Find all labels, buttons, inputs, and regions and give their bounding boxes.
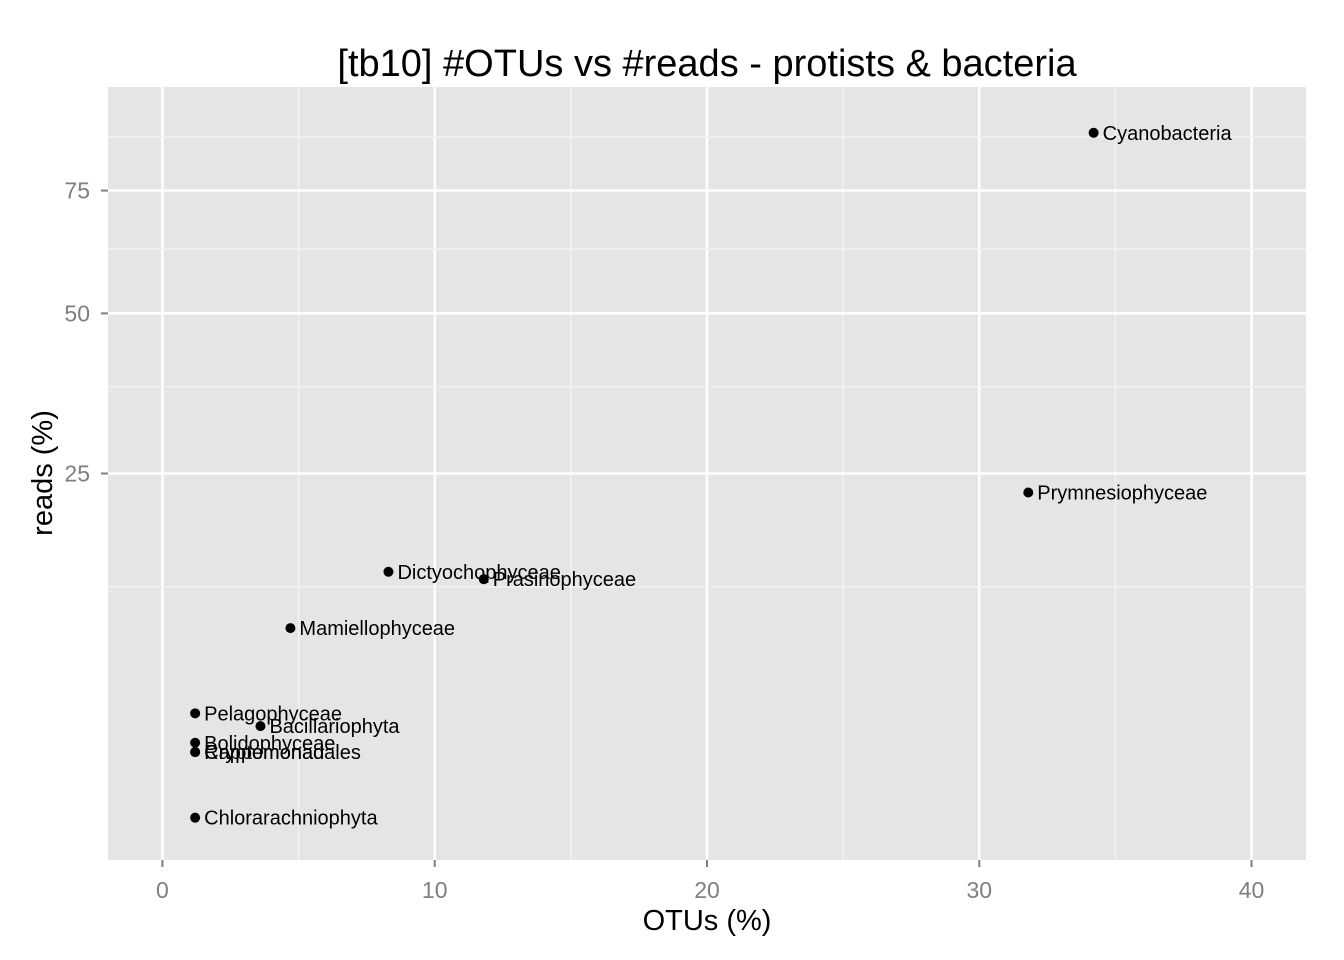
point-label: Mamiellophyceae bbox=[299, 618, 455, 640]
data-point bbox=[285, 623, 296, 634]
data-point bbox=[190, 737, 201, 748]
x-tick-label: 10 bbox=[422, 877, 448, 903]
data-point bbox=[383, 566, 394, 577]
point-label: Dictyochophyceae bbox=[397, 562, 560, 584]
point-label: Rappemonad bbox=[204, 742, 324, 764]
y-tick-label: 75 bbox=[64, 178, 90, 204]
point-label: Pelagophyceae bbox=[204, 703, 342, 725]
x-tick-label: 30 bbox=[966, 877, 992, 903]
point-label: Cyanobacteria bbox=[1103, 123, 1233, 145]
x-tick-label: 20 bbox=[694, 877, 720, 903]
data-point bbox=[255, 721, 266, 732]
point-label: Prasinophyceae bbox=[493, 569, 636, 591]
point-label: Prymnesiophyceae bbox=[1037, 483, 1207, 505]
y-axis-title: reads (%) bbox=[27, 410, 59, 536]
point-label: Bacillariophyta bbox=[269, 716, 400, 738]
chart-title: [tb10] #OTUs vs #reads - protists & bact… bbox=[337, 43, 1077, 85]
data-point bbox=[190, 812, 201, 823]
point-label: Cryptomonadales bbox=[204, 742, 361, 764]
grid-lines bbox=[108, 87, 1306, 860]
data-point bbox=[190, 747, 201, 758]
axis-ticks: 0 10 20 30 40 25 50 75 bbox=[64, 178, 1264, 903]
y-tick-label: 25 bbox=[64, 461, 90, 487]
data-point bbox=[190, 708, 201, 719]
data-points: Cyanobacteria Prymnesiophyceae Dictyochoph… bbox=[190, 123, 1232, 830]
point-label: Bolidophyceae bbox=[204, 733, 335, 755]
data-point bbox=[1088, 127, 1099, 138]
data-point bbox=[478, 574, 489, 585]
x-tick-label: 40 bbox=[1239, 877, 1265, 903]
y-tick-label: 50 bbox=[64, 300, 90, 326]
x-tick-label: 0 bbox=[156, 877, 169, 903]
data-point bbox=[1023, 487, 1034, 498]
x-axis-title: OTUs (%) bbox=[643, 905, 772, 937]
point-label: Chlorarachniophyta bbox=[204, 808, 378, 830]
